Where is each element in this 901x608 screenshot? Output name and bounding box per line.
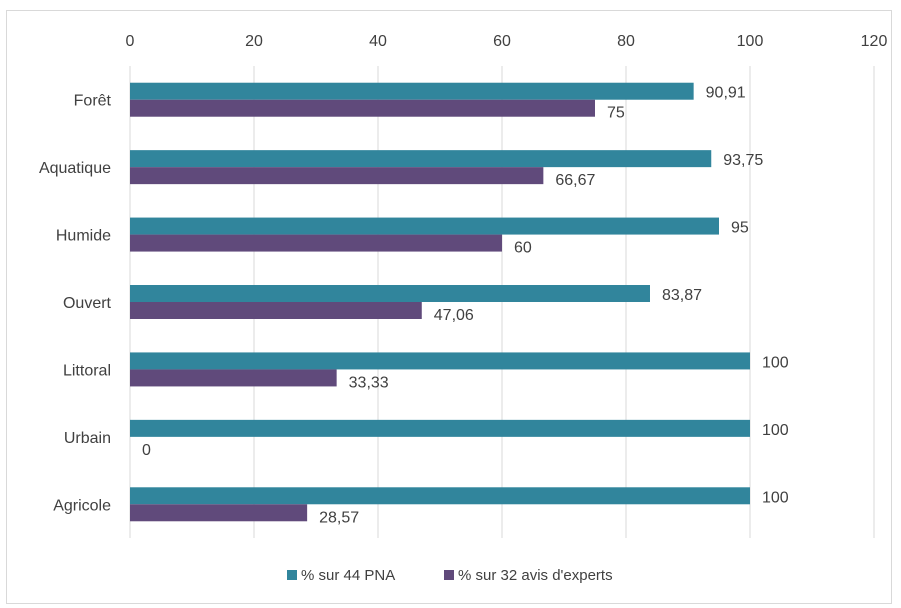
bar-pna	[130, 487, 750, 505]
data-label: 66,67	[555, 172, 595, 189]
x-tick-label: 100	[737, 33, 764, 50]
category-label: Aquatique	[39, 160, 111, 177]
legend: % sur 44 PNA % sur 32 avis d'experts	[287, 567, 613, 584]
data-label: 33,33	[349, 374, 389, 391]
legend-label: % sur 44 PNA	[301, 567, 395, 584]
data-label: 93,75	[723, 152, 763, 169]
x-tick-label: 80	[617, 33, 635, 50]
x-axis-ticks: 0 20 40 60 80 100 120	[126, 33, 888, 50]
category-labels: Forêt Aquatique Humide Ouvert Littoral Urbain…	[39, 93, 112, 515]
bar-experts	[130, 369, 337, 387]
category-label: Humide	[56, 228, 111, 245]
category-label: Ouvert	[63, 295, 112, 312]
legend-swatch	[287, 570, 297, 580]
bar-pna	[130, 419, 750, 437]
data-label: 60	[514, 240, 532, 257]
data-label: 90,91	[706, 85, 746, 102]
x-tick-label: 0	[126, 33, 135, 50]
data-label: 95	[731, 220, 749, 237]
category-label: Agricole	[53, 497, 111, 514]
data-label: 100	[762, 422, 789, 439]
data-label: 83,87	[662, 287, 702, 304]
data-label: 47,06	[434, 307, 474, 324]
x-tick-label: 40	[369, 33, 387, 50]
legend-label: % sur 32 avis d'experts	[458, 567, 613, 584]
data-label: 75	[607, 105, 625, 122]
bar-experts	[130, 302, 422, 319]
data-label: 0	[142, 442, 151, 459]
bar-pna	[130, 82, 694, 100]
category-label: Forêt	[74, 93, 112, 110]
x-tick-label: 60	[493, 33, 511, 50]
bar-pna	[130, 352, 750, 370]
data-labels: 90,91 75 93,75 66,67 95 60 83,87 47,06 100 33,33 1…	[142, 85, 789, 527]
category-label: Urbain	[64, 430, 111, 447]
bar-experts	[130, 99, 595, 117]
bar-pna	[130, 150, 712, 168]
category-label: Littoral	[63, 362, 111, 379]
bar-pna	[130, 285, 650, 302]
bar-pna	[130, 217, 719, 235]
bar-experts	[130, 234, 502, 252]
legend-swatch	[444, 570, 454, 580]
data-label: 28,57	[319, 509, 359, 526]
data-label: 100	[762, 354, 789, 371]
bars	[130, 82, 750, 522]
bar-experts	[130, 167, 544, 185]
x-tick-label: 120	[861, 33, 888, 50]
bar-experts	[130, 504, 308, 522]
x-tick-label: 20	[245, 33, 263, 50]
data-label: 100	[762, 489, 789, 506]
